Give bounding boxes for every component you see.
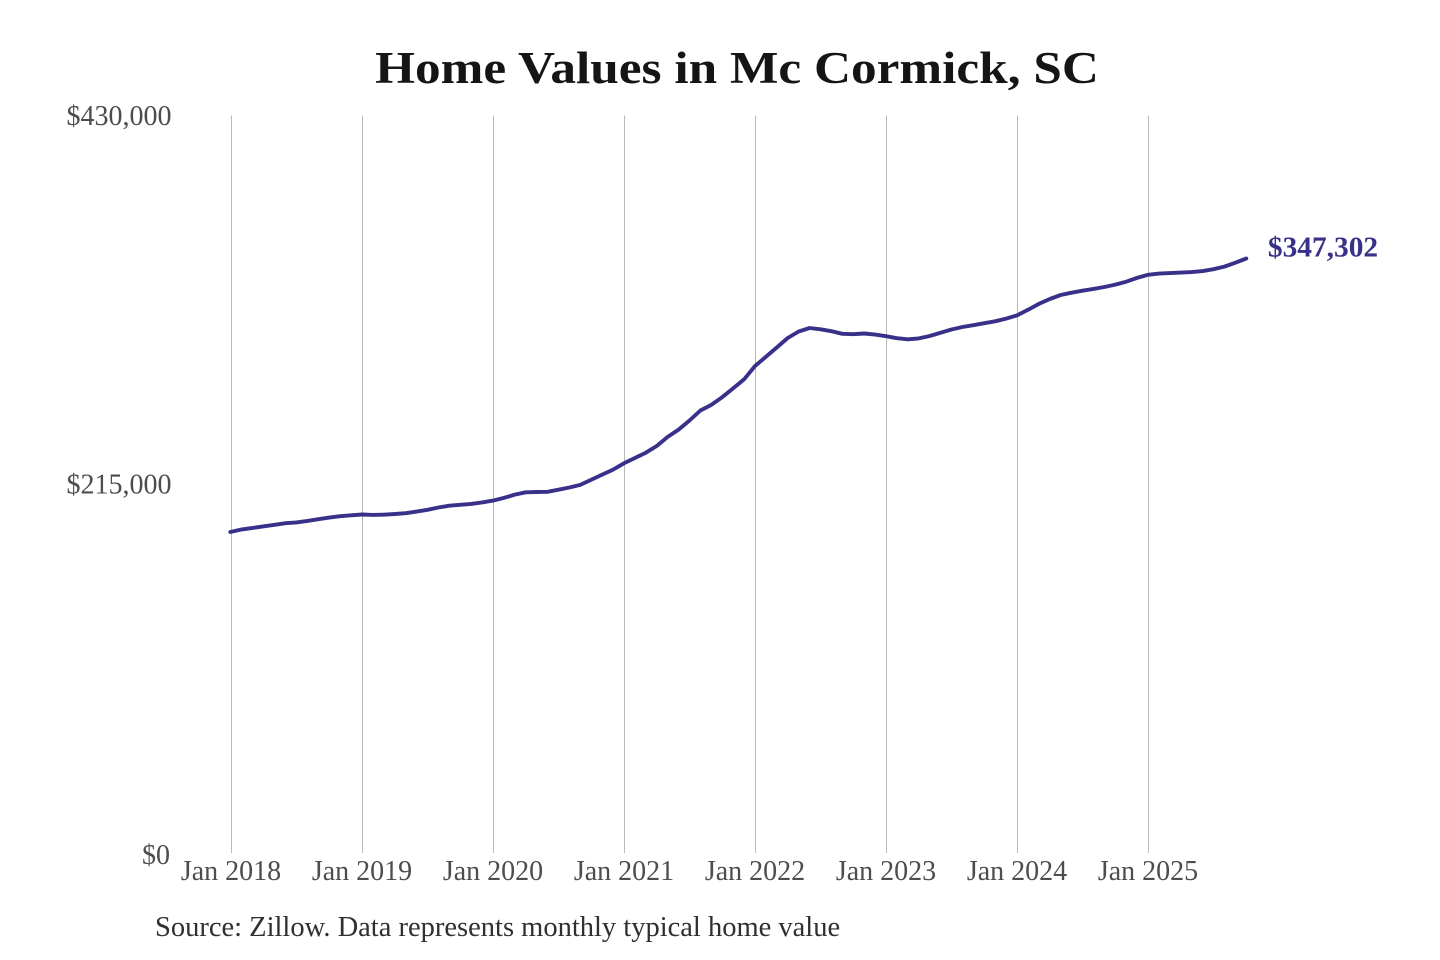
svg-text:Jan 2019: Jan 2019	[312, 856, 412, 887]
svg-text:Jan 2023: Jan 2023	[836, 856, 936, 887]
svg-text:Jan 2018: Jan 2018	[181, 856, 281, 887]
svg-text:Jan 2022: Jan 2022	[705, 856, 805, 887]
svg-text:$347,302: $347,302	[1268, 232, 1378, 263]
svg-text:Jan 2021: Jan 2021	[574, 856, 674, 887]
svg-text:$430,000: $430,000	[67, 101, 172, 132]
svg-text:Jan 2024: Jan 2024	[967, 856, 1067, 887]
svg-text:$0: $0	[142, 840, 170, 871]
svg-text:Jan 2025: Jan 2025	[1098, 856, 1198, 887]
svg-text:Source: Zillow. Data represent: Source: Zillow. Data represents monthly …	[155, 912, 840, 943]
svg-text:$215,000: $215,000	[67, 470, 172, 501]
svg-text:Jan 2020: Jan 2020	[443, 856, 543, 887]
svg-text:Home Values in Mc Cormick, SC: Home Values in Mc Cormick, SC	[375, 44, 1099, 93]
